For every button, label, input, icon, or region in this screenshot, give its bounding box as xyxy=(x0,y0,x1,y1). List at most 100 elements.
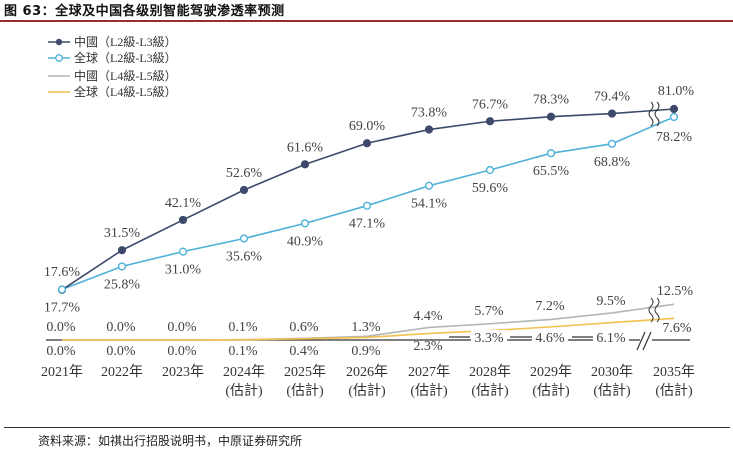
legend-label: 中國（L2級-L3級） xyxy=(74,34,177,49)
x-tick-label: (估計) xyxy=(593,383,631,399)
series-line-global-l4l5 xyxy=(62,317,675,341)
x-tick-label: 2027年 xyxy=(408,364,450,380)
data-label-global-l4l5: 2.3% xyxy=(413,339,443,354)
x-tick-label: 2025年 xyxy=(284,364,326,380)
data-label-china-l2l3: 31.5% xyxy=(104,226,141,241)
x-tick-label: (估計) xyxy=(471,383,509,399)
data-label-china-l2l3: 69.0% xyxy=(349,119,386,134)
x-tick-label: (估計) xyxy=(286,383,324,399)
data-label-global-l4l5: 6.1% xyxy=(596,331,626,346)
x-tick-label: (估計) xyxy=(225,383,263,399)
data-label-bg xyxy=(593,330,629,345)
point-china-l2l3 xyxy=(239,185,249,195)
data-label-china-l2l3: 17.6% xyxy=(44,265,81,280)
data-label-china-l2l3: 76.7% xyxy=(472,97,509,112)
x-tick-label: (估計) xyxy=(532,383,570,399)
data-label-global-l2l3: 35.6% xyxy=(226,249,263,264)
data-label-china-l2l3: 61.6% xyxy=(287,140,324,155)
data-label-china-l4l5: 0.6% xyxy=(289,320,319,335)
data-label-global-l4l5: 7.6% xyxy=(662,321,692,336)
data-label-global-l2l3: 68.8% xyxy=(594,155,631,170)
line-break-marker-l2l3 xyxy=(648,101,654,127)
data-label-china-l2l3: 42.1% xyxy=(165,196,202,211)
point-global-l2l3 xyxy=(178,247,188,256)
line-break-marker-l4l5 xyxy=(648,297,654,323)
point-global-l2l3 xyxy=(546,149,556,158)
data-label-global-l2l3: 25.8% xyxy=(104,277,141,292)
legend-label: 中國（L4級-L5級） xyxy=(74,68,177,83)
data-label-global-l4l5: 0.4% xyxy=(289,344,319,359)
data-label-china-l4l5: 1.3% xyxy=(351,320,381,335)
data-label-global-l4l5: 0.0% xyxy=(167,344,197,359)
point-global-l2l3 xyxy=(424,181,434,190)
x-tick-label: 2022年 xyxy=(101,364,143,380)
data-label-china-l4l5: 12.5% xyxy=(657,284,694,299)
point-global-l2l3 xyxy=(669,112,679,122)
data-label-global-l4l5: 4.6% xyxy=(535,331,565,346)
source-note: 资料来源：如祺出行招股说明书，中原证券研究所 xyxy=(38,434,303,448)
data-label-global-l2l3: 59.6% xyxy=(472,181,509,196)
data-label-bg xyxy=(471,330,507,345)
x-tick-label: 2021年 xyxy=(41,364,83,380)
x-tick-label: 2024年 xyxy=(223,364,265,380)
data-label-china-l4l5: 0.1% xyxy=(228,320,258,335)
data-label-global-l2l3: 31.0% xyxy=(165,263,202,278)
data-label-global-l4l5: 3.3% xyxy=(474,331,504,346)
series-line-china-l2l3 xyxy=(61,108,675,291)
point-china-l2l3 xyxy=(669,104,679,114)
point-global-l2l3 xyxy=(57,285,67,294)
title-rule xyxy=(0,20,733,22)
data-label-china-l2l3: 79.4% xyxy=(594,90,631,105)
legend-marker xyxy=(55,38,63,46)
data-label-china-l2l3: 78.3% xyxy=(533,93,570,108)
point-china-l2l3 xyxy=(117,246,127,255)
point-china-l2l3 xyxy=(546,112,556,121)
source-rule xyxy=(4,427,730,428)
line-break-marker-l4l5-b xyxy=(654,297,660,323)
line-break-marker-l2l3-b xyxy=(654,101,660,127)
x-tick-label: 2026年 xyxy=(346,364,388,380)
data-label-global-l2l3: 65.5% xyxy=(533,164,570,179)
point-global-l2l3 xyxy=(362,201,372,210)
data-label-china-l4l5: 7.2% xyxy=(535,299,565,314)
data-label-china-l4l5: 0.0% xyxy=(46,320,76,335)
data-label-global-l4l5: 0.9% xyxy=(351,344,381,359)
x-tick-label: (估計) xyxy=(410,383,448,399)
point-global-l2l3 xyxy=(607,139,617,148)
data-label-china-l2l3: 81.0% xyxy=(658,84,695,99)
data-label-china-l2l3: 52.6% xyxy=(226,166,263,181)
x-tick-label: 2029年 xyxy=(530,364,572,380)
figure-title: 图 63：全球及中国各级别智能驾驶渗透率预测 xyxy=(4,4,285,19)
data-label-china-l4l5: 0.0% xyxy=(167,320,197,335)
legend-label: 全球（L4級-L5級） xyxy=(74,84,177,99)
point-china-l2l3 xyxy=(607,109,617,118)
data-label-global-l2l3: 40.9% xyxy=(287,234,324,249)
data-label-global-l4l5: 0.0% xyxy=(106,344,136,359)
data-label-global-l2l3: 17.7% xyxy=(44,301,81,316)
point-china-l2l3 xyxy=(178,215,188,225)
point-china-l2l3 xyxy=(485,117,495,126)
data-label-china-l4l5: 0.0% xyxy=(106,320,136,335)
point-china-l2l3 xyxy=(362,139,372,148)
legend-marker xyxy=(55,54,63,62)
data-label-china-l4l5: 4.4% xyxy=(413,309,443,324)
x-tick-label: (估計) xyxy=(655,383,693,399)
point-global-l2l3 xyxy=(300,219,310,228)
point-global-l2l3 xyxy=(117,262,127,271)
x-tick-label: (估計) xyxy=(348,383,386,399)
data-label-bg xyxy=(532,330,568,345)
data-label-china-l4l5: 9.5% xyxy=(596,294,626,309)
x-tick-label: 2028年 xyxy=(469,364,511,380)
data-label-china-l2l3: 73.8% xyxy=(411,106,448,121)
x-tick-label: 2030年 xyxy=(591,364,633,380)
data-label-global-l4l5: 0.0% xyxy=(46,344,76,359)
x-tick-label: 2035年 xyxy=(653,364,695,380)
x-tick-label: 2023年 xyxy=(162,364,204,380)
data-label-global-l2l3: 47.1% xyxy=(349,217,386,232)
point-china-l2l3 xyxy=(300,160,310,169)
point-global-l2l3 xyxy=(239,234,249,243)
legend-label: 全球（L2級-L3級） xyxy=(74,50,177,65)
axis-break-marker xyxy=(636,331,652,351)
data-label-global-l2l3: 54.1% xyxy=(411,197,448,212)
